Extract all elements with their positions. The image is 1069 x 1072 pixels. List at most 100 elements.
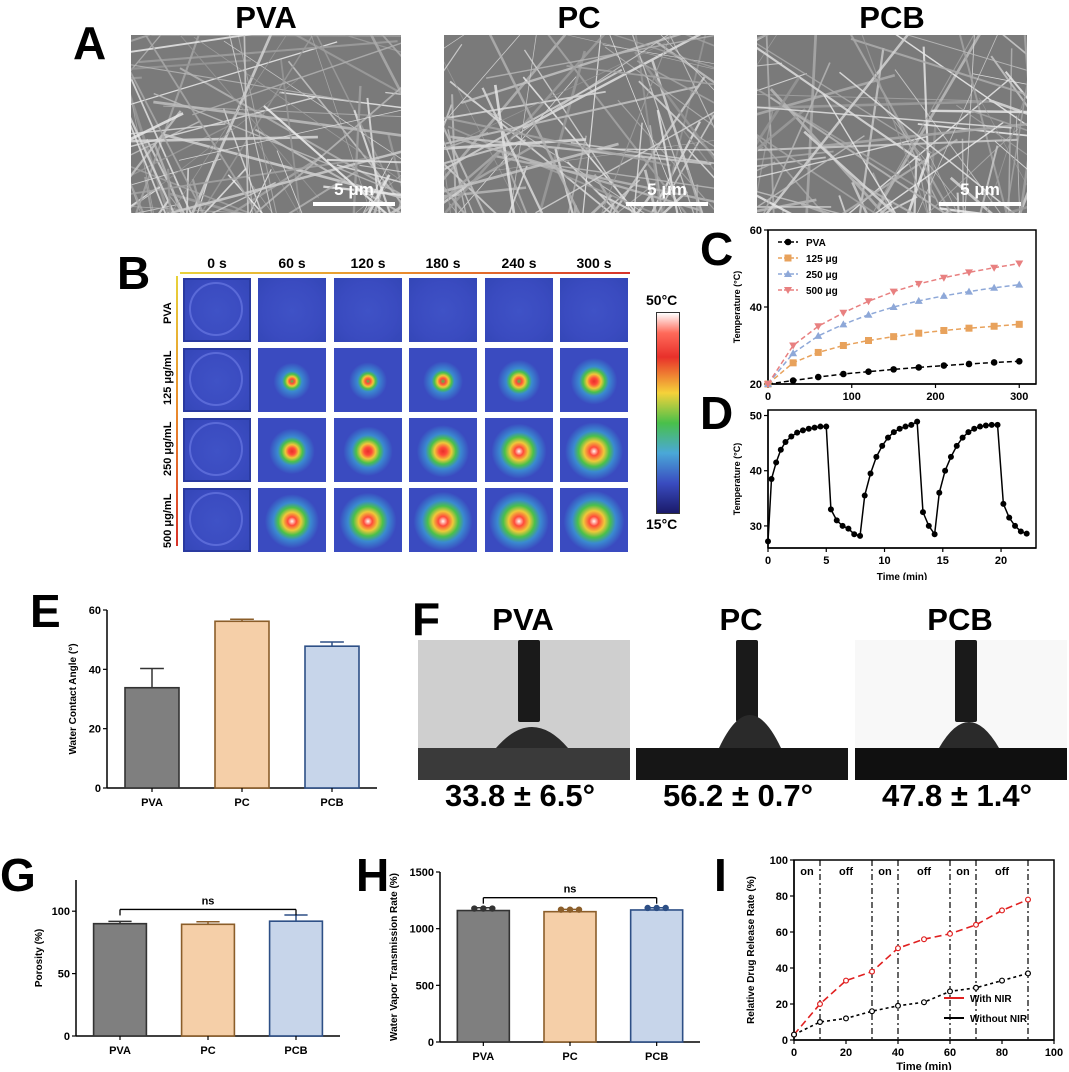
series-line [767,262,1020,385]
thermal-cell [409,488,477,552]
scale-bar-label: 5 μm [960,180,1000,199]
fiber [763,62,831,213]
phase-label: on [878,866,892,878]
fiber [1015,115,1020,213]
thermal-cell [334,488,402,552]
fiber [636,60,714,104]
data-point [827,506,834,513]
fiber [131,71,205,213]
replicate-point [557,906,565,913]
fiber [131,59,251,70]
data-point [965,287,973,295]
replicate-point [471,905,478,912]
thermal-cell [183,278,251,342]
data-point [965,324,973,332]
data-point [965,429,972,436]
water-droplet [496,727,568,748]
data-point [1023,530,1030,537]
thermal-cell [560,418,628,482]
data-point [914,418,921,425]
data-point [879,442,886,449]
data-point [864,298,873,306]
fiber [355,174,401,213]
panel-label-b: B [117,247,151,299]
data-point [861,492,868,499]
fiber-texture [444,35,714,213]
thermal-cell [258,488,326,552]
fiber [366,97,381,213]
fiber [906,35,1027,71]
fiber [229,35,273,213]
thermal-cell [183,418,251,482]
data-point [833,517,840,524]
fiber [566,161,620,213]
x-tick-label: PVA [109,1045,131,1057]
time-label: 240 s [501,255,537,271]
series-line [767,360,1020,385]
data-point [768,476,775,482]
substrate [418,748,630,780]
panel-label-h: H [356,849,390,901]
replicate-point [662,904,669,912]
x-tick-label: PC [234,797,249,809]
x-tick-label: PC [200,1045,215,1057]
thermal-cell [560,278,628,342]
fiber [131,206,249,213]
y-tick-label: 1500 [410,867,434,879]
y-tick-label: 60 [89,605,101,617]
data-point [947,930,954,937]
x-tick-label: 100 [843,391,861,402]
legend-label: Without NIR [970,1014,1028,1025]
thermal-cell [183,488,251,552]
y-tick-label: 40 [776,963,788,975]
data-point [931,531,938,538]
panel-label-i: I [714,849,727,901]
fiber [634,35,662,213]
fiber [523,49,634,213]
data-point [895,945,902,952]
fiber [131,110,182,178]
fiber [874,121,1004,213]
x-tick-label: 10 [878,555,890,567]
data-point [814,373,822,381]
replicate-point [480,905,487,912]
x-tick-label: 5 [823,555,829,567]
x-tick-label: PC [562,1051,577,1063]
data-point [784,238,792,246]
data-point [784,287,792,294]
fiber [444,42,666,149]
data-point [851,531,858,538]
fiber [192,42,401,116]
y-tick-label: 20 [89,724,101,736]
y-axis-label: Porosity (%) [34,929,45,987]
data-point [782,439,789,446]
thermal-cell [258,418,326,482]
phase-label: off [995,866,1009,878]
fiber [343,35,401,53]
data-point [811,424,818,431]
fiber [875,98,969,213]
fiber [166,168,172,213]
fiber [633,122,643,213]
fiber [972,73,1027,85]
fiber [444,131,489,150]
phase-label: off [839,866,853,878]
data-point [845,525,852,532]
fiber [638,80,714,157]
y-tick-label: 0 [64,1031,70,1043]
syringe-needle [736,640,758,722]
data-point [908,421,915,428]
fiber [961,138,965,213]
contact-angle-value-pc: 56.2 ± 0.7° [662,778,814,813]
x-tick-label: PVA [141,797,163,809]
fiber [452,135,712,166]
fiber [529,161,714,189]
fiber [444,139,526,165]
data-point [902,423,909,430]
x-tick-label: 0 [791,1047,797,1059]
y-tick-label: 60 [750,225,762,237]
fiber [153,92,396,192]
fiber [757,111,774,196]
data-point [839,309,848,317]
scale-bar-label: 5 μm [647,180,687,199]
